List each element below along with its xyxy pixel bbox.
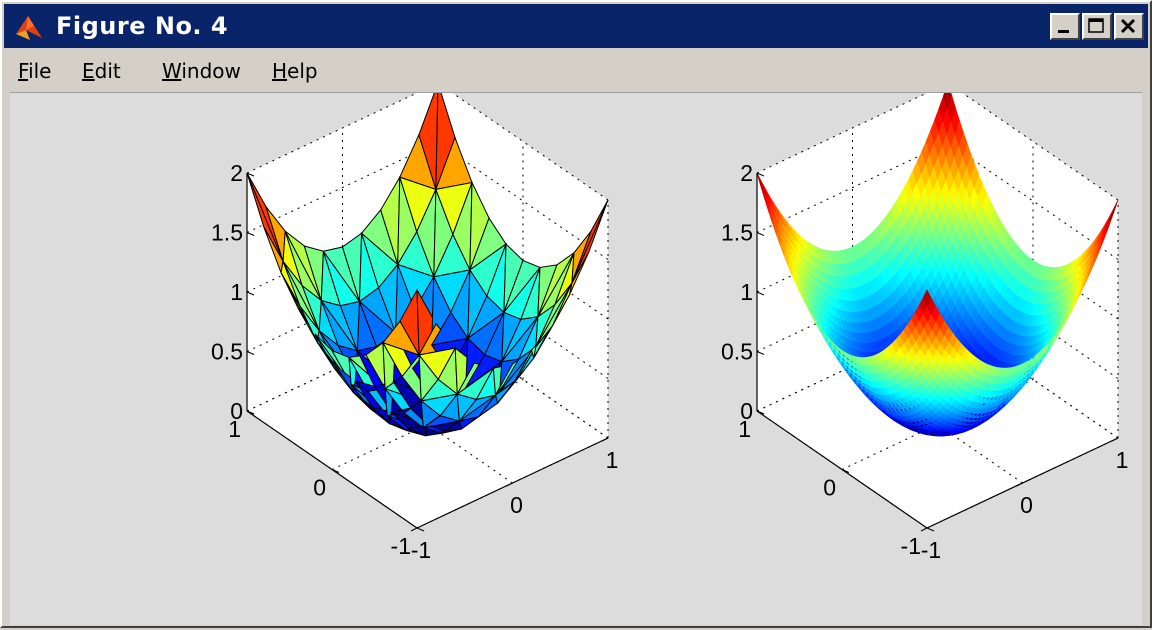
x-tick-label: 0 (1020, 492, 1033, 518)
maximize-button[interactable] (1082, 13, 1112, 40)
y-tick-label: 1 (738, 416, 751, 442)
y-tick-label: 0 (313, 475, 326, 501)
y-tick-label: -1 (391, 533, 411, 559)
y-tick-label: 0 (823, 475, 836, 501)
axes-2: 00.511.52-101-101 (721, 93, 1128, 563)
x-tick-label: -1 (411, 537, 431, 563)
title-bar[interactable]: Figure No. 4 (4, 4, 1148, 48)
menu-help[interactable]: Help (272, 59, 318, 83)
z-tick-label: 2 (230, 160, 243, 186)
window-title: Figure No. 4 (56, 12, 228, 40)
menu-window[interactable]: Window (162, 59, 241, 83)
close-icon (1116, 15, 1142, 38)
x-tick-label: -1 (921, 537, 941, 563)
z-tick-label: 2 (740, 160, 753, 186)
minimize-icon (1052, 15, 1078, 38)
x-tick-label: 0 (510, 492, 523, 518)
z-tick-label: 0.5 (211, 339, 243, 365)
close-button[interactable] (1114, 13, 1144, 40)
menu-bar: File Edit Window Help (4, 50, 1148, 90)
y-tick-label: -1 (901, 533, 921, 559)
menu-file[interactable]: File (18, 59, 51, 83)
maximize-icon (1084, 15, 1110, 38)
z-tick-label: 1 (230, 279, 243, 305)
x-tick-label: 1 (606, 447, 619, 473)
z-tick-label: 0.5 (721, 339, 753, 365)
y-tick-label: 1 (228, 416, 241, 442)
matlab-logo-icon (14, 12, 44, 42)
x-tick-label: 1 (1116, 447, 1129, 473)
z-tick-label: 1.5 (211, 220, 243, 246)
z-tick-label: 1.5 (721, 220, 753, 246)
menu-edit[interactable]: Edit (82, 59, 121, 83)
z-tick-label: 1 (740, 279, 753, 305)
axes-1: 00.511.52-101-101 (211, 93, 618, 563)
minimize-button[interactable] (1050, 13, 1080, 40)
